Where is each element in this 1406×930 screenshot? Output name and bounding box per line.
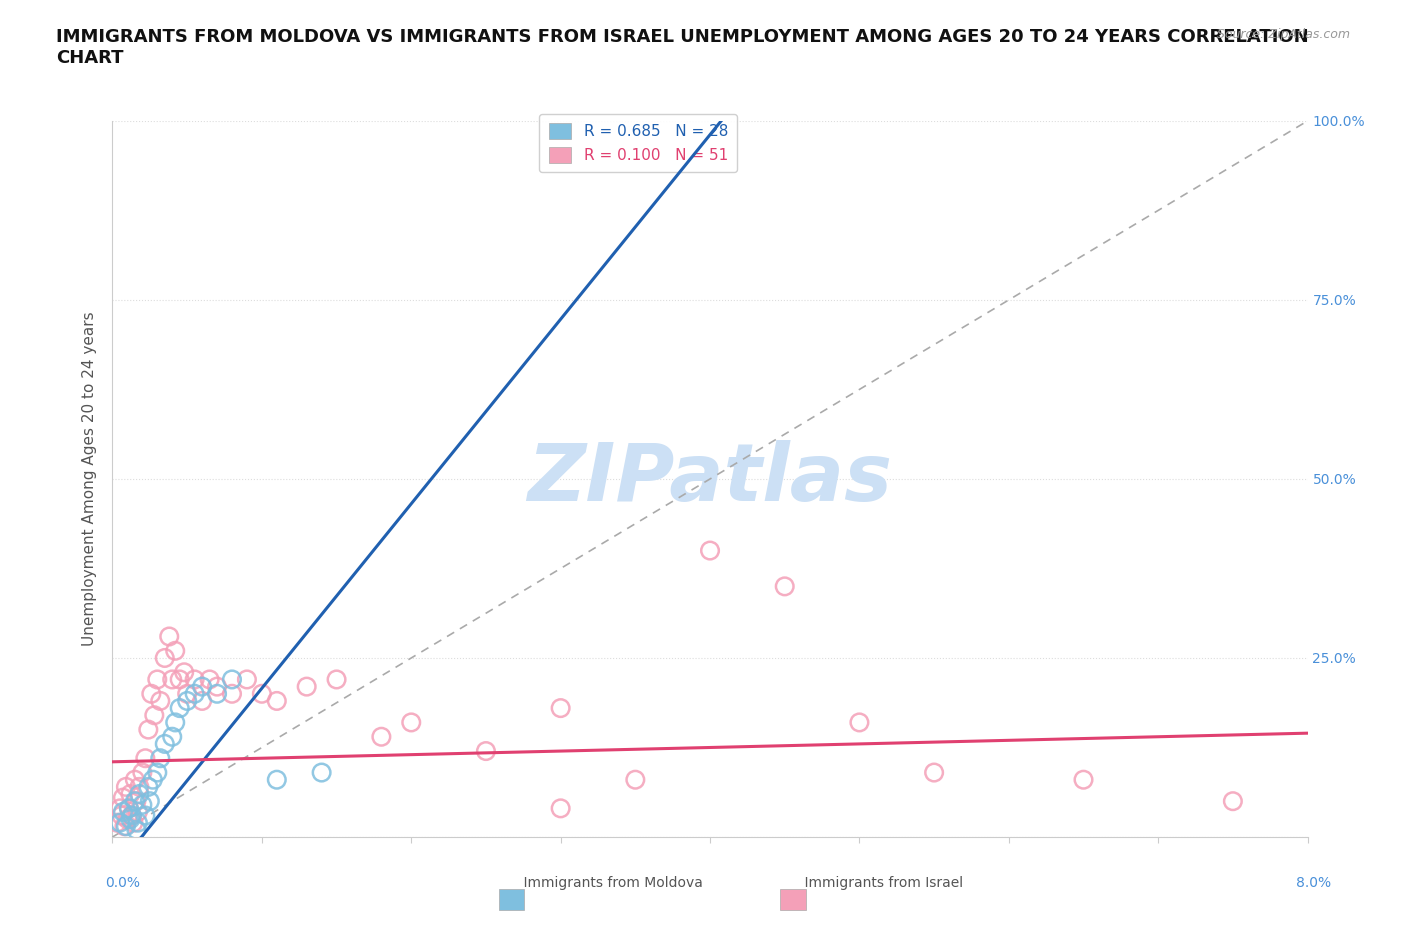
Point — [146, 672, 169, 687]
Text: Immigrants from Moldova: Immigrants from Moldova — [506, 876, 703, 890]
Point — [1073, 772, 1095, 787]
Point — [191, 694, 214, 709]
Point — [108, 816, 131, 830]
Point — [221, 672, 243, 687]
Point — [131, 797, 153, 812]
Point — [122, 816, 145, 830]
Point — [115, 779, 138, 794]
Legend: R = 0.685   N = 28, R = 0.100   N = 51: R = 0.685 N = 28, R = 0.100 N = 51 — [540, 114, 737, 172]
Point — [183, 686, 205, 701]
Point — [370, 729, 392, 744]
Text: IMMIGRANTS FROM MOLDOVA VS IMMIGRANTS FROM ISRAEL UNEMPLOYMENT AMONG AGES 20 TO : IMMIGRANTS FROM MOLDOVA VS IMMIGRANTS FR… — [56, 28, 1309, 67]
Point — [111, 790, 134, 805]
Point — [165, 644, 187, 658]
Point — [120, 812, 142, 827]
Point — [138, 779, 160, 794]
Point — [401, 715, 423, 730]
Point — [118, 801, 141, 816]
Point — [127, 804, 149, 819]
Point — [121, 808, 143, 823]
Point — [157, 629, 180, 644]
Point — [124, 772, 146, 787]
Point — [124, 794, 146, 809]
Text: 8.0%: 8.0% — [1296, 876, 1331, 890]
Point — [162, 672, 183, 687]
Point — [108, 801, 131, 816]
Point — [142, 772, 165, 787]
Point — [141, 686, 163, 701]
Point — [128, 787, 150, 802]
Point — [110, 808, 132, 823]
Point — [295, 679, 318, 694]
Text: ZIPatlas: ZIPatlas — [527, 440, 893, 518]
Point — [191, 679, 214, 694]
Point — [149, 751, 172, 765]
Point — [169, 672, 191, 687]
Point — [169, 700, 191, 715]
Point — [125, 822, 148, 837]
Point — [118, 801, 141, 816]
Point — [127, 816, 149, 830]
Text: Source: ZipAtlas.com: Source: ZipAtlas.com — [1216, 28, 1350, 41]
Point — [183, 672, 205, 687]
Point — [128, 779, 150, 794]
Point — [699, 543, 721, 558]
Point — [153, 651, 176, 666]
Point — [550, 801, 572, 816]
Point — [146, 765, 169, 780]
Point — [250, 686, 273, 701]
Point — [624, 772, 647, 787]
Point — [139, 794, 162, 809]
Point — [773, 578, 796, 594]
Text: Immigrants from Israel: Immigrants from Israel — [787, 876, 963, 890]
Point — [922, 765, 945, 780]
Point — [1222, 794, 1244, 809]
Point — [173, 665, 195, 680]
Point — [198, 672, 221, 687]
Point — [134, 808, 156, 823]
Point — [117, 812, 139, 827]
Point — [475, 744, 498, 759]
Point — [176, 686, 198, 701]
Point — [120, 787, 142, 802]
Point — [165, 715, 187, 730]
Point — [149, 694, 172, 709]
Point — [115, 818, 138, 833]
Point — [111, 804, 134, 819]
Point — [134, 751, 156, 765]
Point — [236, 672, 259, 687]
Point — [114, 818, 135, 833]
Point — [131, 765, 153, 780]
Y-axis label: Unemployment Among Ages 20 to 24 years: Unemployment Among Ages 20 to 24 years — [82, 312, 97, 646]
Point — [266, 694, 288, 709]
Point — [325, 672, 347, 687]
Point — [162, 729, 183, 744]
Point — [105, 816, 128, 830]
Point — [125, 794, 148, 809]
Point — [311, 765, 333, 780]
Point — [848, 715, 870, 730]
Point — [205, 686, 228, 701]
Point — [266, 772, 288, 787]
Point — [153, 737, 176, 751]
Point — [143, 708, 166, 723]
Point — [550, 700, 572, 715]
Point — [121, 808, 143, 823]
Point — [138, 722, 160, 737]
Point — [205, 679, 228, 694]
Point — [221, 686, 243, 701]
Point — [176, 694, 198, 709]
Text: 0.0%: 0.0% — [105, 876, 141, 890]
